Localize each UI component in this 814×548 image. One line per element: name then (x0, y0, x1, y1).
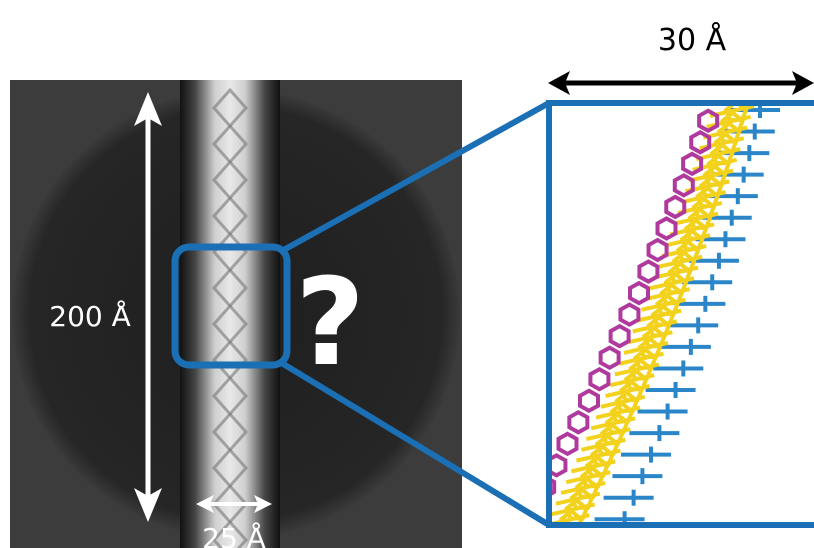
filament (180, 80, 280, 548)
height-label: 200 Å (49, 299, 131, 333)
width-label: 25 Å (202, 521, 266, 548)
question-mark: ? (295, 254, 365, 393)
top-width-label: 30 Å (658, 22, 727, 58)
ring (513, 520, 531, 540)
page: 30 Å 200 Å 25 Å ? (() => { const data = … (0, 0, 814, 548)
figure: 30 Å 200 Å 25 Å ? (0, 0, 814, 548)
top-arrow (548, 71, 814, 95)
panel-bg (549, 105, 812, 523)
